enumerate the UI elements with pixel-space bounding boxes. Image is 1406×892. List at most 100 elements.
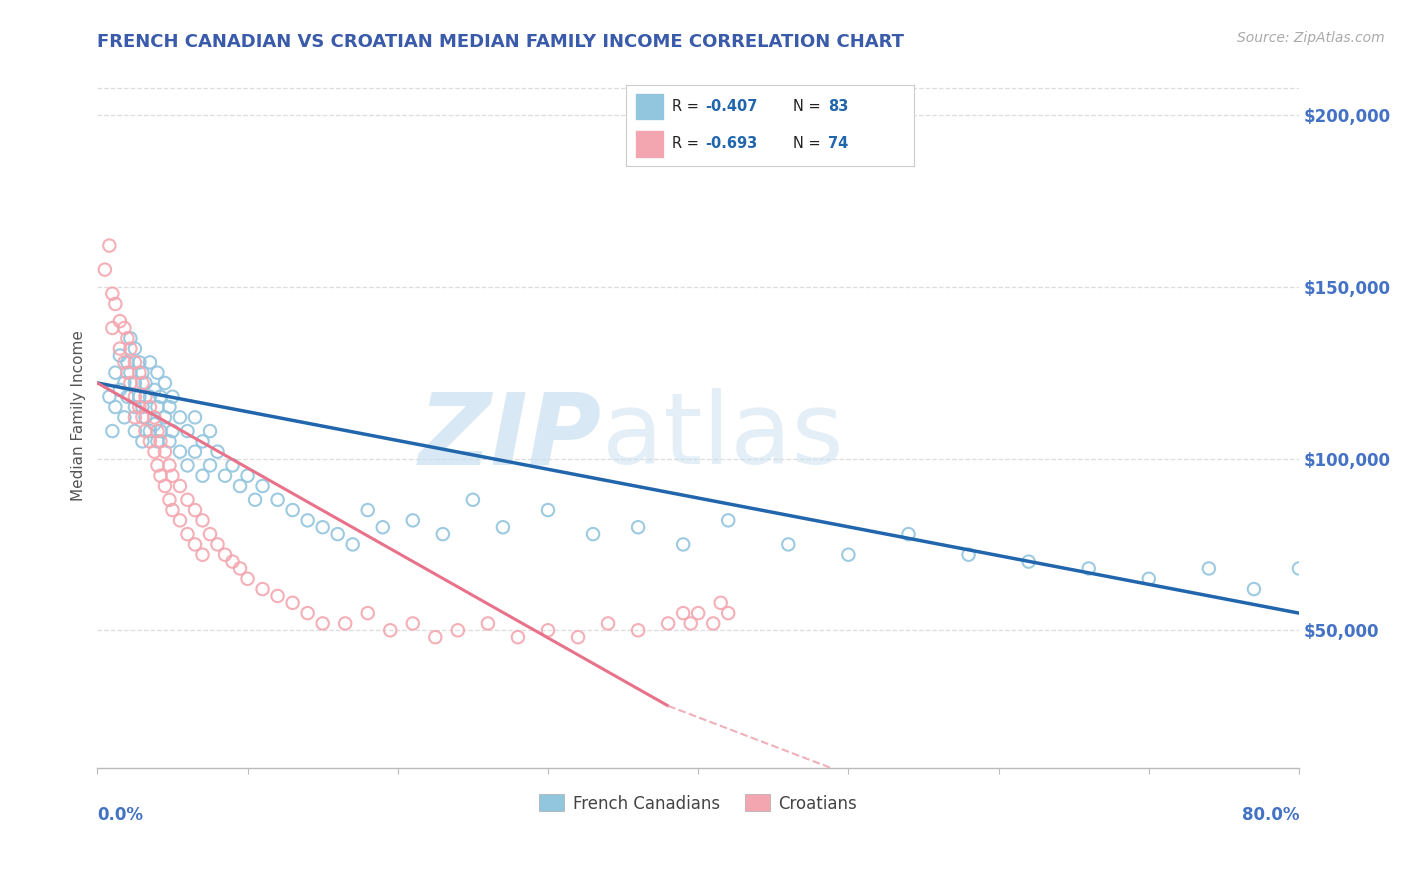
Point — [139, 400, 162, 414]
Point — [281, 503, 304, 517]
Point — [252, 479, 274, 493]
Point — [710, 596, 733, 610]
Point — [162, 424, 184, 438]
Point — [326, 527, 349, 541]
Point — [153, 410, 176, 425]
Point — [1018, 555, 1040, 569]
Point — [627, 520, 650, 534]
Point — [688, 606, 710, 620]
Point — [214, 468, 236, 483]
Point — [184, 537, 207, 551]
Point — [131, 410, 153, 425]
Point — [1288, 561, 1310, 575]
Point — [131, 376, 153, 390]
Point — [198, 527, 221, 541]
Point — [108, 349, 131, 363]
Point — [139, 424, 162, 438]
Point — [198, 424, 221, 438]
Point — [243, 492, 266, 507]
Point — [281, 596, 304, 610]
Point — [131, 366, 153, 380]
Point — [162, 503, 184, 517]
Point — [143, 444, 166, 458]
Point — [108, 342, 131, 356]
Point — [120, 331, 142, 345]
Point — [149, 390, 172, 404]
Point — [128, 390, 150, 404]
Y-axis label: Median Family Income: Median Family Income — [72, 330, 86, 501]
Point — [402, 513, 425, 527]
Point — [117, 390, 139, 404]
Point — [139, 355, 162, 369]
Point — [146, 400, 169, 414]
Point — [596, 616, 619, 631]
Point — [184, 444, 207, 458]
Point — [582, 527, 605, 541]
Point — [702, 616, 724, 631]
Point — [134, 376, 156, 390]
Point — [266, 589, 288, 603]
Point — [112, 321, 135, 335]
Point — [143, 417, 166, 432]
Point — [98, 238, 121, 252]
Text: ZIP: ZIP — [419, 388, 602, 485]
Point — [162, 390, 184, 404]
Point — [461, 492, 484, 507]
Point — [159, 492, 181, 507]
Point — [432, 527, 454, 541]
Point — [229, 479, 252, 493]
Point — [679, 616, 702, 631]
Text: atlas: atlas — [602, 388, 844, 485]
Point — [176, 492, 198, 507]
Point — [146, 424, 169, 438]
Point — [297, 513, 319, 527]
Point — [134, 424, 156, 438]
Point — [131, 400, 153, 414]
Point — [104, 400, 127, 414]
Point — [1198, 561, 1220, 575]
Point — [143, 383, 166, 397]
Point — [214, 548, 236, 562]
Point — [112, 410, 135, 425]
Point — [101, 424, 124, 438]
Point — [506, 630, 529, 644]
Point — [124, 400, 146, 414]
Point — [120, 366, 142, 380]
Point — [837, 548, 859, 562]
Point — [184, 410, 207, 425]
Point — [104, 366, 127, 380]
Point — [169, 410, 191, 425]
Point — [176, 458, 198, 473]
Point — [357, 606, 380, 620]
Point — [128, 400, 150, 414]
Point — [112, 376, 135, 390]
Point — [672, 606, 695, 620]
Text: Source: ZipAtlas.com: Source: ZipAtlas.com — [1237, 31, 1385, 45]
Point — [101, 321, 124, 335]
Point — [207, 444, 229, 458]
Point — [149, 424, 172, 438]
Point — [146, 434, 169, 449]
Point — [139, 390, 162, 404]
Point — [143, 410, 166, 425]
Point — [117, 331, 139, 345]
Point — [657, 616, 679, 631]
Point — [297, 606, 319, 620]
Point — [120, 342, 142, 356]
Point — [159, 434, 181, 449]
Point — [153, 479, 176, 493]
Point — [153, 376, 176, 390]
Point — [672, 537, 695, 551]
Point — [124, 424, 146, 438]
Point — [124, 410, 146, 425]
Point — [311, 520, 333, 534]
Point — [184, 503, 207, 517]
Point — [169, 513, 191, 527]
Point — [128, 366, 150, 380]
Point — [236, 468, 259, 483]
Point — [101, 286, 124, 301]
Point — [717, 513, 740, 527]
Point — [335, 616, 357, 631]
Point — [191, 513, 214, 527]
Point — [342, 537, 364, 551]
